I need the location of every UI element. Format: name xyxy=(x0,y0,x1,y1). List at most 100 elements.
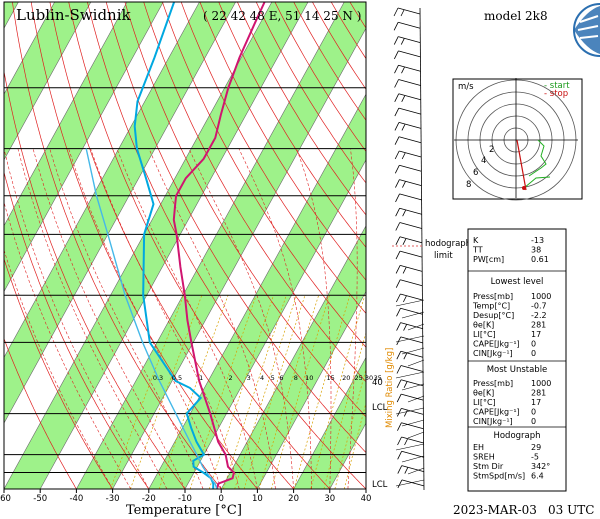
isotherm-line xyxy=(76,2,345,489)
wind-barb-flag xyxy=(400,38,405,45)
index-top-label: K xyxy=(473,236,479,245)
wind-barb-flag xyxy=(395,250,401,260)
wind-barb xyxy=(399,250,423,258)
hodograph-unit: m/s xyxy=(458,82,474,92)
index-hodo-label: SREH xyxy=(473,453,495,462)
wind-barb-flag xyxy=(395,179,400,188)
mixing-ratio-labels: 0.3 0.5 1 2 3 4 5 6 8 10 15 20 25 30 35 xyxy=(153,374,382,382)
isotherm-line xyxy=(220,225,366,489)
isotherm-line xyxy=(4,2,200,358)
moist-adiabat-line xyxy=(32,148,186,489)
wind-barb-flag xyxy=(396,365,402,374)
wind-barb xyxy=(400,322,423,329)
wind-barb xyxy=(400,336,423,344)
wind-barb xyxy=(399,193,422,201)
mixing-ratio-tick-label: 35 xyxy=(374,374,382,382)
isotherm-line xyxy=(257,290,366,489)
wind-barb-flag xyxy=(395,222,401,231)
footer-date: 2023-MAR-03 xyxy=(453,503,537,517)
dewpoint-profile-line xyxy=(133,2,215,489)
lcl-label-lower: LCL xyxy=(372,480,388,490)
wind-barb xyxy=(401,422,424,430)
index-hodo-value: -5 xyxy=(531,453,539,462)
wind-barb-flag xyxy=(396,408,402,417)
wind-barbs-column xyxy=(393,7,425,491)
mixing-ratio-tick-label: 0.3 xyxy=(153,374,163,382)
wind-barb-flag xyxy=(401,67,405,74)
wind-barb xyxy=(401,393,424,401)
index-lowest-label: Press[mb] xyxy=(473,292,513,301)
hodograph-trace-lower xyxy=(523,176,551,189)
index-top-value: 0.61 xyxy=(531,255,549,264)
wind-barb xyxy=(399,207,422,215)
barb-staff xyxy=(419,7,425,491)
wind-barb-low xyxy=(401,347,425,355)
isotherm-line xyxy=(112,27,366,489)
wind-barb xyxy=(400,365,424,372)
hodograph-stop-legend: - stop xyxy=(544,89,568,99)
moist-adiabat-line xyxy=(49,148,204,489)
wind-barb-flag xyxy=(397,422,402,431)
wind-barb-flag xyxy=(394,65,399,74)
dry-adiabat-line xyxy=(124,2,366,418)
wind-barb-low xyxy=(395,443,425,451)
wind-barb xyxy=(401,436,424,444)
lowest-level-title: Lowest level xyxy=(491,277,544,287)
dry-adiabat-line xyxy=(237,2,366,216)
wind-barb-flag xyxy=(400,9,405,17)
hodograph-limit-label-2: limit xyxy=(434,251,453,261)
mixing-ratio-tick-label: 1 xyxy=(199,374,203,382)
wind-barb-flag xyxy=(401,124,406,131)
isotherm-line xyxy=(184,159,366,489)
wind-barb xyxy=(401,408,424,415)
wind-barb-flag xyxy=(395,279,401,288)
wind-barb-flag xyxy=(394,165,400,174)
wind-barb-low xyxy=(395,407,425,415)
wind-barb xyxy=(399,222,422,229)
hodograph-start-legend: - start xyxy=(544,81,570,91)
index-unstable-label: θe[K] xyxy=(473,389,494,398)
index-unstable-label: Press[mb] xyxy=(473,379,513,388)
index-top-value: 38 xyxy=(531,246,541,255)
wind-barb-flag xyxy=(396,379,402,388)
wind-barb-low xyxy=(395,371,425,379)
temperature-axis: -60 -50 -40 -30 -20 -10 0 10 20 30 40 xyxy=(0,489,371,504)
wind-barb-flag xyxy=(393,22,399,31)
level-40-label: 40 xyxy=(372,378,383,388)
isotherm-line xyxy=(4,2,92,161)
wind-barb-low xyxy=(401,383,425,391)
wind-barb xyxy=(398,136,422,144)
wind-barb-low xyxy=(407,395,425,403)
wind-barb-flag xyxy=(402,267,407,274)
wind-barb-flag xyxy=(396,393,402,403)
isotherm-line xyxy=(148,93,366,489)
isotherm-band xyxy=(76,2,366,489)
wind-barb xyxy=(398,21,421,29)
index-unstable-value: 17 xyxy=(531,398,541,407)
index-lowest-value: -2.2 xyxy=(531,311,547,320)
wind-barb-flag xyxy=(402,295,407,303)
isotherm-line xyxy=(4,2,273,489)
wind-barb-low xyxy=(401,419,425,427)
wind-barb-low xyxy=(401,311,425,319)
moist-adiabat-line xyxy=(4,248,113,489)
moist-adiabat-line xyxy=(68,148,222,489)
wind-barb-flag xyxy=(403,381,408,388)
wind-barb-flag xyxy=(394,107,400,117)
wind-barb-low xyxy=(401,455,425,463)
hodograph-rings xyxy=(454,78,578,201)
wind-barb xyxy=(398,79,421,86)
wind-barb xyxy=(399,179,422,186)
isotherm-line xyxy=(4,2,128,227)
x-tick-label: 30 xyxy=(324,494,335,504)
index-unstable-value: 281 xyxy=(531,389,546,398)
hodograph-indices-block: EH 29 SREH -5 Stm Dir 342° StmSpd[m/s] 6.4 xyxy=(473,443,550,481)
wind-barb-flag xyxy=(395,208,401,217)
index-lowest-label: θe[K] xyxy=(473,321,494,330)
wind-barb-flag xyxy=(397,436,402,446)
parcel-profile-line xyxy=(85,148,218,489)
wind-barb-flag xyxy=(397,479,403,489)
mixing-ratio-tick-label: 8 xyxy=(294,374,298,382)
logo-icon xyxy=(573,3,600,57)
wind-barb-flag xyxy=(404,467,409,474)
